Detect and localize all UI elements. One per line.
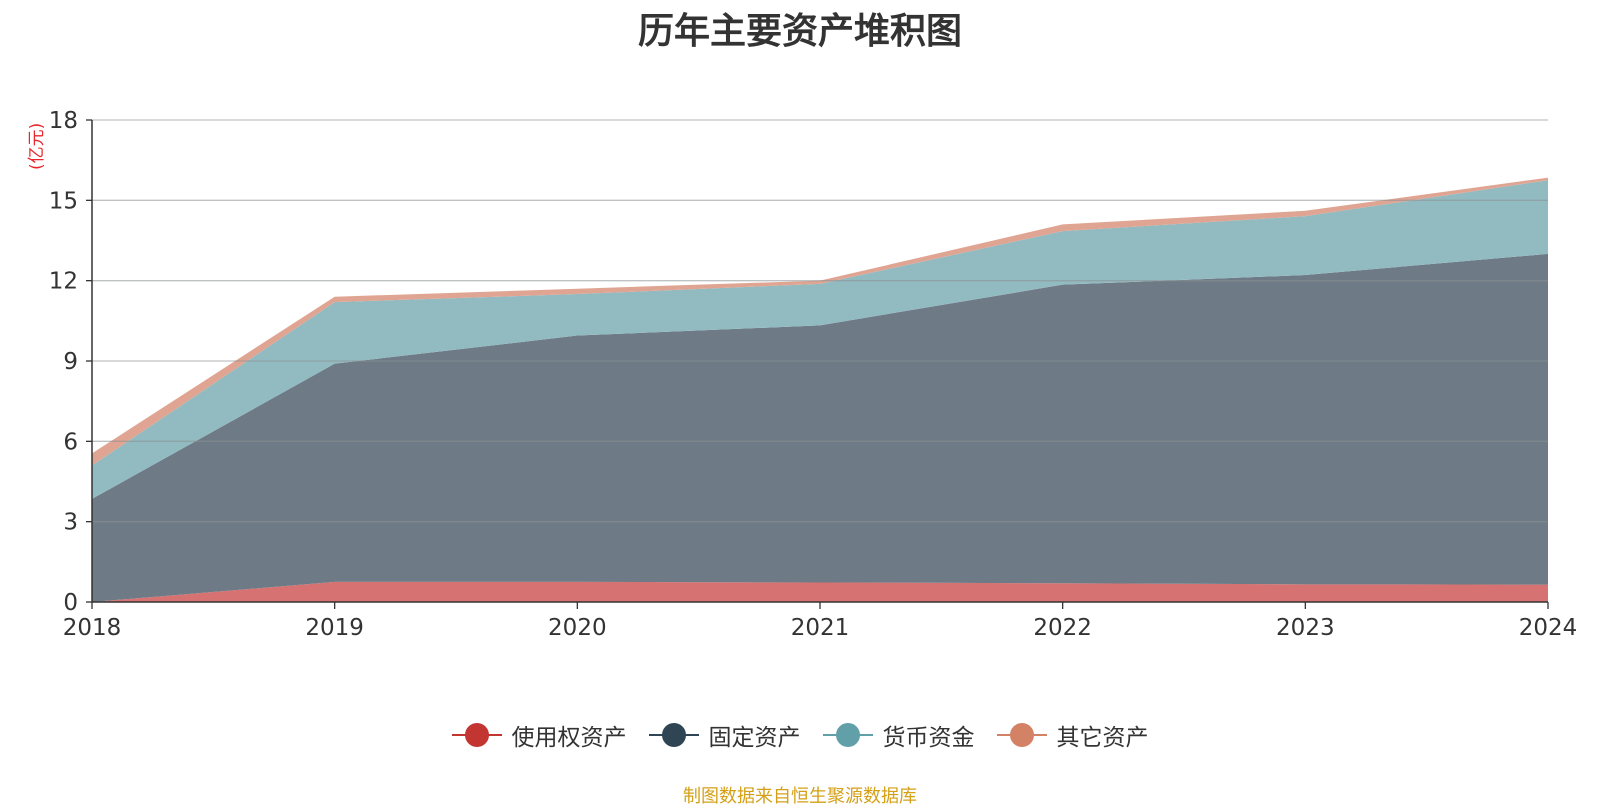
y-tick-label: 3 [63, 510, 78, 536]
legend-marker-icon [822, 723, 873, 747]
legend-marker-dot [1009, 723, 1034, 747]
series-area-1 [92, 581, 1548, 602]
legend-marker-dot [661, 723, 686, 747]
y-tick-label: 6 [63, 429, 78, 455]
legend-label: 货币资金 [882, 725, 975, 751]
legend-item-2[interactable]: 固定资产 [648, 718, 801, 752]
legend-marker-dot [835, 723, 860, 747]
x-tick-label: 2024 [1519, 615, 1578, 641]
legend-marker-icon [451, 723, 502, 747]
y-tick-label: 0 [63, 590, 78, 616]
legend-marker-dot [464, 723, 489, 747]
x-tick-label: 2023 [1276, 615, 1335, 641]
x-tick-label: 2021 [791, 615, 850, 641]
legend-item-4[interactable]: 其它资产 [996, 718, 1149, 752]
series-area-2 [92, 253, 1548, 602]
y-tick-label: 9 [63, 349, 78, 375]
x-tick-label: 2022 [1033, 615, 1092, 641]
x-tick-label: 2018 [63, 615, 122, 641]
legend-item-3[interactable]: 货币资金 [822, 718, 975, 752]
y-tick-label: 12 [49, 269, 78, 295]
y-tick-label: 18 [49, 108, 78, 134]
chart-title: 历年主要资产堆积图 [637, 11, 962, 52]
x-tick-label: 2019 [305, 615, 364, 641]
legend-label: 其它资产 [1056, 725, 1149, 751]
chart-legend: 使用权资产 固定资产 货币资金 其它资产 [0, 718, 1600, 752]
y-tick-label: 15 [49, 188, 78, 214]
x-tick-label: 2020 [548, 615, 607, 641]
legend-marker-icon [996, 723, 1047, 747]
series-area-3 [92, 180, 1548, 499]
legend-item-1[interactable]: 使用权资产 [451, 718, 627, 752]
legend-label: 使用权资产 [511, 725, 627, 751]
legend-marker-icon [648, 723, 699, 747]
legend-label: 固定资产 [708, 725, 801, 751]
stacked-area-chart: 0 3 6 9 12 15 18 2018 2019 2020 2021 2022 2023 2024 [49, 108, 1578, 641]
data-source-note: 制图数据来自恒生聚源数据库 [683, 786, 917, 807]
